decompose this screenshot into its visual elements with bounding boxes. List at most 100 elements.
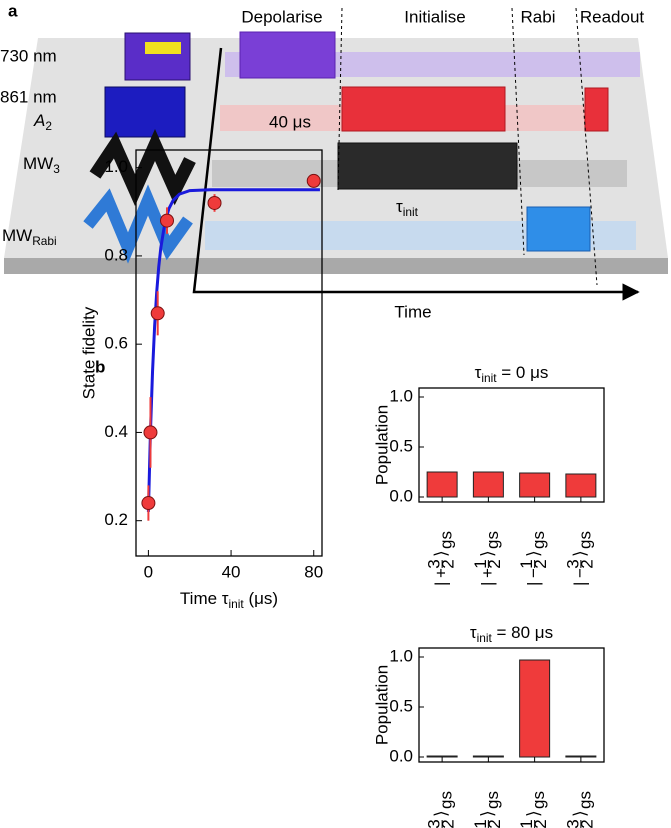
mw-label: MWRabi [2,226,57,248]
y-axis-label: Population [372,665,391,745]
y-tick-label: 0.5 [389,436,413,455]
mw-label-main: MW [23,154,53,173]
ket-num: 3 [425,819,444,828]
duration-label: 40 μs [269,112,311,131]
time-label: Time [394,302,431,321]
bar [426,471,458,498]
ket-sign: − [524,568,543,578]
data-point [141,496,156,511]
bar [519,472,551,498]
chart-title-main: τ [475,363,482,382]
y-tick-label: 0.6 [104,334,128,353]
data-point [160,213,174,228]
mw-label-sub: 3 [53,162,60,176]
phase-label: Initialise [404,7,465,26]
ket-label: |+32⟩gs [425,791,458,828]
panel-label: a [8,1,18,20]
phase-divider [575,7,598,286]
bar [519,659,551,758]
ket-close: ⟩ [478,810,497,817]
ket-sub: gs [529,791,548,809]
plot-frame [418,647,605,763]
chart-title-main: τ [470,623,477,642]
ket-den: 2 [531,819,550,828]
laser-label: 730 nm [0,46,57,65]
y-axis-label: State fidelity [79,306,98,399]
ket-den: 2 [439,819,458,828]
y-tick-label: 0.8 [104,245,128,264]
ket-sub: gs [575,791,594,809]
ket-sub: gs [529,531,548,549]
y-tick-label: 0.0 [389,486,413,505]
y-tick-label: 1.0 [389,386,413,405]
bar [565,755,597,758]
ket-sign: + [432,568,451,578]
plot-frame [135,149,323,557]
x-axis-label-tail: (μs) [244,589,278,608]
mw-label-main: MW [2,226,32,245]
ket-num: 1 [471,819,490,828]
transition-label-sub: 2 [45,119,52,133]
x-axis-label: Time τinit (μs) [180,589,278,611]
phase-label: Rabi [521,7,556,26]
chart-title-sub: init [481,371,497,385]
x-tick-label: 0 [144,562,153,581]
y-tick-label: 0.0 [389,746,413,765]
y-tick-label: 0.2 [104,510,128,529]
data-point [306,173,321,188]
bar [472,755,504,758]
mw-label: MW3 [23,154,60,176]
ket-sign: + [478,568,497,578]
ket-close: ⟩ [524,810,543,817]
laser-861-icon [104,86,186,138]
phase-label: Depolarise [241,7,322,26]
ket-sub: gs [483,531,502,549]
ket-den: 2 [439,559,458,568]
chart-title: τinit = 0 μs [475,363,549,385]
bar [565,473,597,498]
ket-close: ⟩ [432,810,451,817]
ket-label: |+12⟩gs [471,791,504,828]
ket-num: 3 [425,559,444,568]
tau-label: τinit [396,197,419,219]
bar [472,471,504,498]
chart-title-sub: init [477,631,493,645]
transition-label: A2 [33,111,52,133]
ket-sub: gs [483,791,502,809]
time-axis [192,47,640,301]
ket-den: 2 [531,559,550,568]
ket-label: | −12 ⟩gs [517,531,550,586]
mw-label-sub: Rabi [32,234,56,248]
ket-label: |−32⟩gs [563,791,596,828]
y-tick-label: 1.0 [389,646,413,665]
x-axis-label-main: Time τ [180,589,229,608]
y-tick-label: 0.5 [389,696,413,715]
phase-divider [511,7,525,256]
ket-open: | [570,582,589,586]
ket-label: |−32⟩gs [563,531,596,586]
platform-front [4,258,668,274]
sequence-diagram [4,7,668,301]
init-pulse [341,86,506,132]
ket-sub: gs [437,531,456,549]
ket-den: 2 [485,559,504,568]
chart-title: τinit = 80 μs [470,623,553,645]
laser-label: 861 nm [0,87,57,106]
ket-den: 2 [577,819,596,828]
ket-close: ⟩ [478,550,497,557]
phase-label: Readout [580,7,645,26]
readout-pulse [584,87,609,132]
x-axis-label-sub: init [229,597,245,611]
ket-sign: − [570,568,589,578]
bar [426,755,458,758]
ket-close: ⟩ [570,810,589,817]
ket-num: 3 [563,819,582,828]
ket-label: |+32⟩gs [425,531,458,586]
ket-den: 2 [485,819,504,828]
mw3-pulse [337,142,518,190]
y-axis-label: Population [372,405,391,485]
x-tick-label: 40 [222,562,241,581]
ket-open: | [478,582,497,586]
ket-label: |+12⟩gs [471,531,504,586]
